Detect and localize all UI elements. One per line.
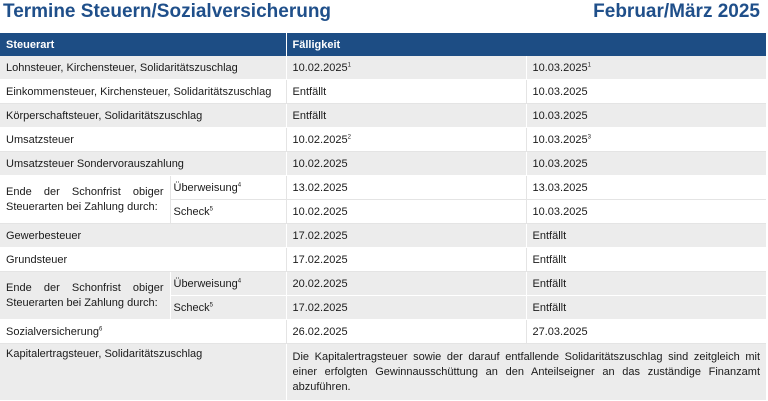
date-march: Entfällt: [526, 271, 767, 296]
date-march: 10.03.2025: [526, 79, 767, 104]
footnote-marker: 2: [347, 133, 351, 140]
table-row: Sozialversicherung6 26.02.2025 27.03.202…: [0, 319, 767, 344]
row-label: Einkommensteuer, Kirchensteuer, Solidari…: [0, 79, 287, 104]
date-march: Entfällt: [526, 295, 767, 320]
kapitalertragsteuer-note: Die Kapitalertragsteuer sowie der darauf…: [286, 343, 767, 401]
date-february: 10.02.2025: [286, 151, 527, 176]
date-march: 27.03.2025: [526, 319, 767, 344]
payment-method-scheck: Scheck5: [170, 295, 287, 320]
page-title: Termine Steuern/Sozialversicherung: [3, 1, 332, 22]
table-row: Körperschaftsteuer, Solidaritätszuschlag…: [0, 103, 767, 128]
table-row: Kapitalertragsteuer, Solidaritätszuschla…: [0, 343, 767, 401]
row-label: Ende der Schonfrist obiger Steuerarten b…: [0, 271, 171, 320]
date-february: 10.02.20251: [286, 56, 527, 80]
date-february: 26.02.2025: [286, 319, 527, 344]
payment-method-scheck: Scheck5: [170, 199, 287, 224]
footnote-marker: 4: [237, 181, 242, 188]
table-header-row: Steuerart Fälligkeit: [0, 33, 767, 56]
date-march: 10.03.2025: [526, 103, 767, 128]
row-label: Grundsteuer: [0, 247, 287, 272]
column-header-faelligkeit: Fälligkeit: [286, 33, 767, 56]
row-label: Lohnsteuer, Kirchensteuer, Solidaritätsz…: [0, 56, 287, 80]
footnote-marker: 5: [209, 205, 213, 212]
payment-method-ueberweisung: Überweisung4: [170, 175, 287, 200]
footnote-marker: 1: [347, 61, 351, 68]
date-february: 10.02.20252: [286, 127, 527, 152]
table-row: Ende der Schonfrist obiger Steuerarten b…: [0, 271, 767, 320]
table-row: Umsatzsteuer 10.02.20252 10.03.20253: [0, 127, 767, 152]
table-row: Grundsteuer 17.02.2025 Entfällt: [0, 247, 767, 272]
row-label: Umsatzsteuer: [0, 127, 287, 152]
row-label: Gewerbesteuer: [0, 223, 287, 248]
row-label: Kapitalertragsteuer, Solidaritätszuschla…: [0, 343, 287, 401]
period-label: Februar/März 2025: [593, 1, 760, 22]
table-row: Gewerbesteuer 17.02.2025 Entfällt: [0, 223, 767, 248]
payment-method-ueberweisung: Überweisung4: [170, 271, 287, 296]
table-row: Ende der Schonfrist obiger Steuerarten b…: [0, 175, 767, 224]
footnote-marker: 1: [587, 61, 591, 68]
date-march: 10.03.2025: [526, 199, 767, 224]
table-row: Umsatzsteuer Sondervorauszahlung 10.02.2…: [0, 151, 767, 176]
row-label: Umsatzsteuer Sondervorauszahlung: [0, 151, 287, 176]
date-february: Entfällt: [286, 79, 527, 104]
row-label: Sozialversicherung6: [0, 319, 287, 344]
date-march: 13.03.2025: [526, 175, 767, 200]
date-march: 10.03.20251: [526, 56, 767, 80]
title-row: Termine Steuern/Sozialversicherung Febru…: [0, 0, 768, 26]
table-row: Lohnsteuer, Kirchensteuer, Solidaritätsz…: [0, 56, 767, 80]
footnote-marker: 6: [98, 325, 103, 332]
footnote-marker: 4: [237, 277, 242, 284]
row-label: Ende der Schonfrist obiger Steuerarten b…: [0, 175, 171, 224]
date-march: 10.03.2025: [526, 151, 767, 176]
column-header-steuerart: Steuerart: [0, 33, 287, 56]
table-row: Scheck5 17.02.2025 Entfällt: [0, 295, 767, 320]
table-row: Scheck5 10.02.2025 10.03.2025: [0, 199, 767, 224]
table-row: Einkommensteuer, Kirchensteuer, Solidari…: [0, 79, 767, 104]
date-february: 20.02.2025: [286, 271, 527, 296]
date-february: 17.02.2025: [286, 295, 527, 320]
footnote-marker: 5: [209, 301, 213, 308]
date-march: 10.03.20253: [526, 127, 767, 152]
footnote-marker: 3: [587, 133, 591, 140]
date-february: Entfällt: [286, 103, 527, 128]
row-label: Körperschaftsteuer, Solidaritätszuschlag: [0, 103, 287, 128]
date-march: Entfällt: [526, 247, 767, 272]
date-february: 10.02.2025: [286, 199, 527, 224]
tax-dates-table: Steuerart Fälligkeit Lohnsteuer, Kirchen…: [0, 33, 767, 401]
date-february: 17.02.2025: [286, 223, 527, 248]
date-february: 13.02.2025: [286, 175, 527, 200]
date-february: 17.02.2025: [286, 247, 527, 272]
date-march: Entfällt: [526, 223, 767, 248]
